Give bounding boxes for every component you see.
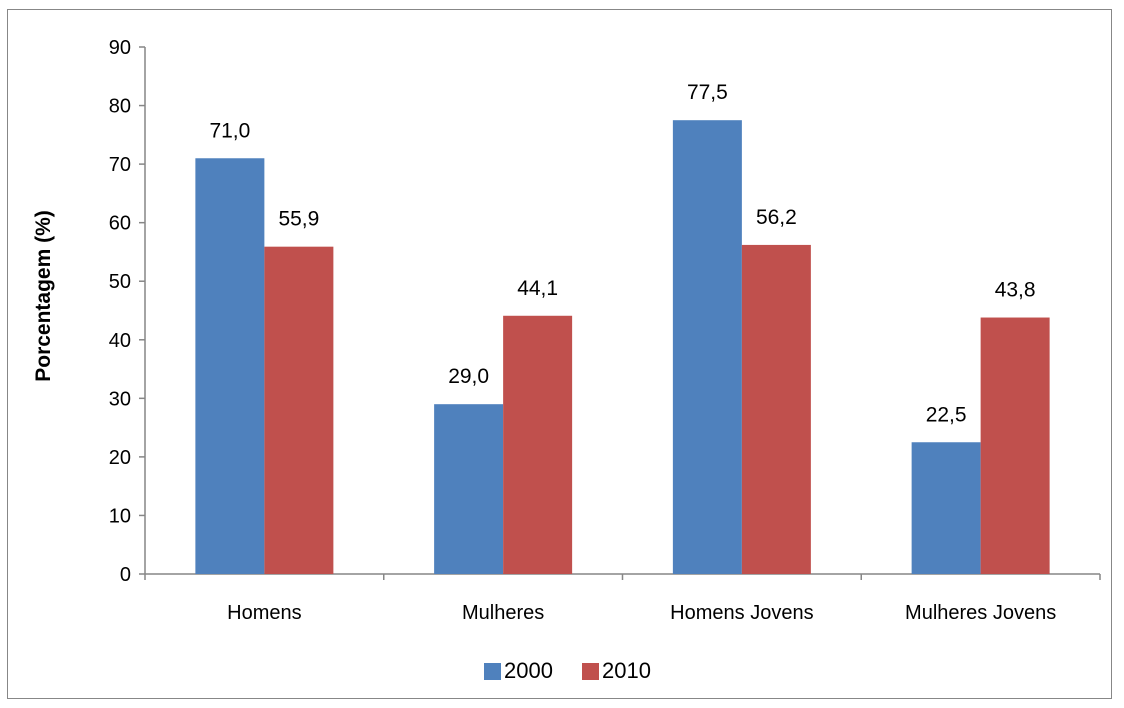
x-tick-label: Mulheres <box>462 602 544 624</box>
data-label: 56,2 <box>756 206 797 229</box>
x-tick-label: Homens <box>227 602 301 624</box>
y-tick-label: 80 <box>109 96 131 118</box>
y-axis-title: Porcentagem (%) <box>32 210 55 382</box>
y-tick-label: 60 <box>109 213 131 235</box>
x-tick-label: Mulheres Jovens <box>905 602 1056 624</box>
legend-swatch-2010 <box>582 663 599 680</box>
data-label: 44,1 <box>517 277 558 300</box>
bar-2010 <box>980 317 1050 574</box>
data-label: 43,8 <box>995 279 1036 302</box>
bar-2010 <box>503 315 573 574</box>
y-tick-label: 50 <box>109 271 131 293</box>
bar-2010 <box>741 244 811 574</box>
legend-swatch-2000 <box>484 663 501 680</box>
data-label: 22,5 <box>926 403 967 426</box>
bar-2000 <box>195 158 265 574</box>
bar-2000 <box>672 120 742 574</box>
data-label: 55,9 <box>278 208 319 231</box>
bar-2000 <box>434 404 504 574</box>
data-label: 29,0 <box>448 365 489 388</box>
bar-2010 <box>264 246 334 574</box>
legend: 2000 2010 <box>484 658 651 683</box>
legend-label: 2010 <box>602 658 651 683</box>
legend-label: 2000 <box>504 658 553 683</box>
y-tick-label: 70 <box>109 154 131 176</box>
bar-2000 <box>911 442 981 574</box>
data-label: 77,5 <box>687 81 728 104</box>
y-tick-label: 90 <box>109 37 131 59</box>
y-tick-label: 40 <box>109 330 131 352</box>
x-tick-label: Homens Jovens <box>670 602 813 624</box>
y-tick-label: 20 <box>109 447 131 469</box>
y-tick-label: 0 <box>120 564 131 586</box>
bars <box>195 120 1050 574</box>
data-label: 71,0 <box>209 119 250 142</box>
data-labels: 71,0 55,9 29,0 44,1 77,5 56,2 22,5 43,8 <box>209 81 1035 426</box>
y-tick-label: 10 <box>109 505 131 527</box>
y-tick-label: 30 <box>109 388 131 410</box>
